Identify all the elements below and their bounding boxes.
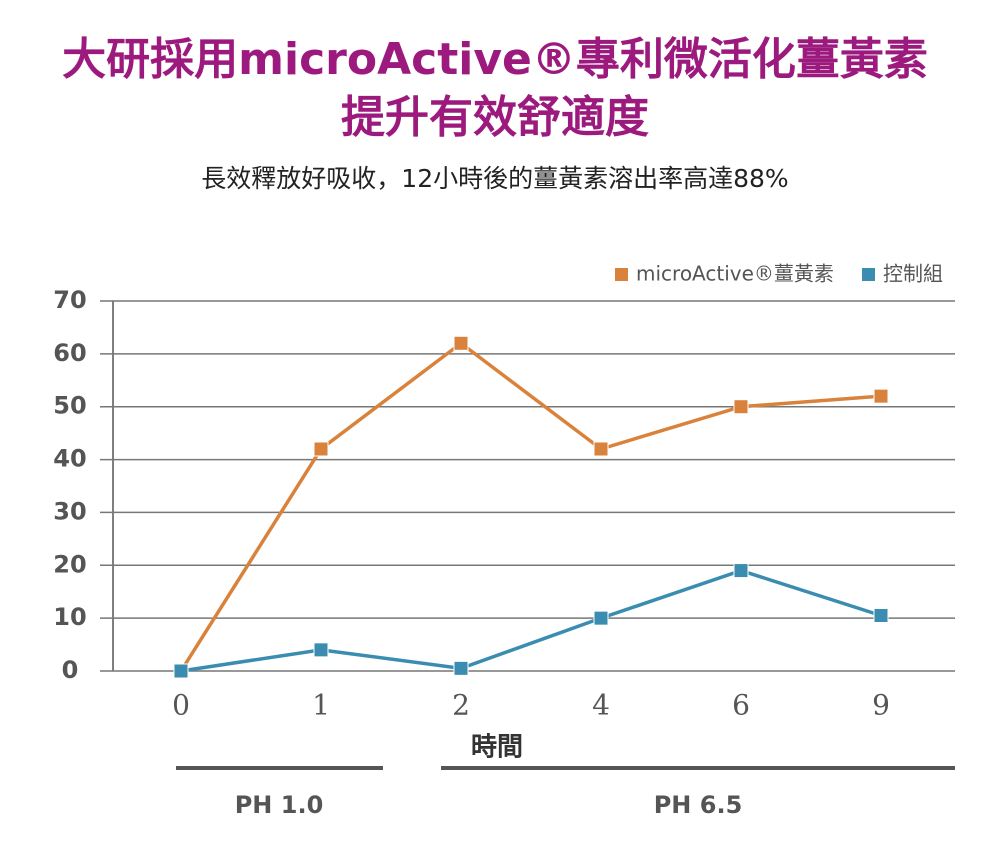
y-tick-label: 10: [53, 603, 86, 631]
x-tick-label: 9: [872, 689, 890, 722]
annotation: PH 6.5: [654, 791, 743, 819]
legend-label: microActive®薑黃素: [636, 262, 834, 286]
point: [313, 441, 329, 457]
point: [453, 335, 469, 351]
y-tick-label: 60: [53, 339, 86, 367]
point: [453, 660, 469, 676]
point: [873, 388, 889, 404]
point: [873, 608, 889, 623]
point: [733, 563, 749, 579]
x-axis-label: 時間: [471, 733, 523, 763]
x-tick-label: 1: [312, 689, 330, 722]
x-tick-label: 4: [592, 689, 610, 722]
series-line: [180, 568, 882, 673]
legend-label: 控制組: [883, 262, 943, 286]
point: [733, 399, 749, 415]
y-tick-label: 30: [53, 497, 86, 525]
x-tick-label: 6: [732, 689, 750, 722]
point: [313, 642, 329, 658]
point: [173, 663, 189, 679]
chart-title: 提升有效舒適度: [341, 92, 649, 143]
point: [593, 610, 609, 626]
point: [593, 441, 609, 457]
chart-subtitle: 長效釋放好吸收，12小時後的薑黃素溶出率高達88%: [201, 164, 788, 193]
x-tick-label: 0: [172, 689, 190, 722]
chart-title: 大研採用microActive®專利微活化薑黃素: [62, 34, 928, 85]
x-tick-label: 2: [452, 689, 470, 722]
series-line: [179, 341, 882, 672]
y-tick-label: 20: [53, 550, 86, 578]
y-tick-label: 70: [53, 286, 86, 314]
y-tick-label: 0: [62, 656, 79, 684]
y-tick-label: 40: [53, 445, 86, 473]
legend-swatch: [615, 268, 628, 281]
annotation: PH 1.0: [235, 791, 324, 819]
legend-swatch: [862, 268, 875, 281]
y-tick-label: 50: [53, 392, 86, 420]
